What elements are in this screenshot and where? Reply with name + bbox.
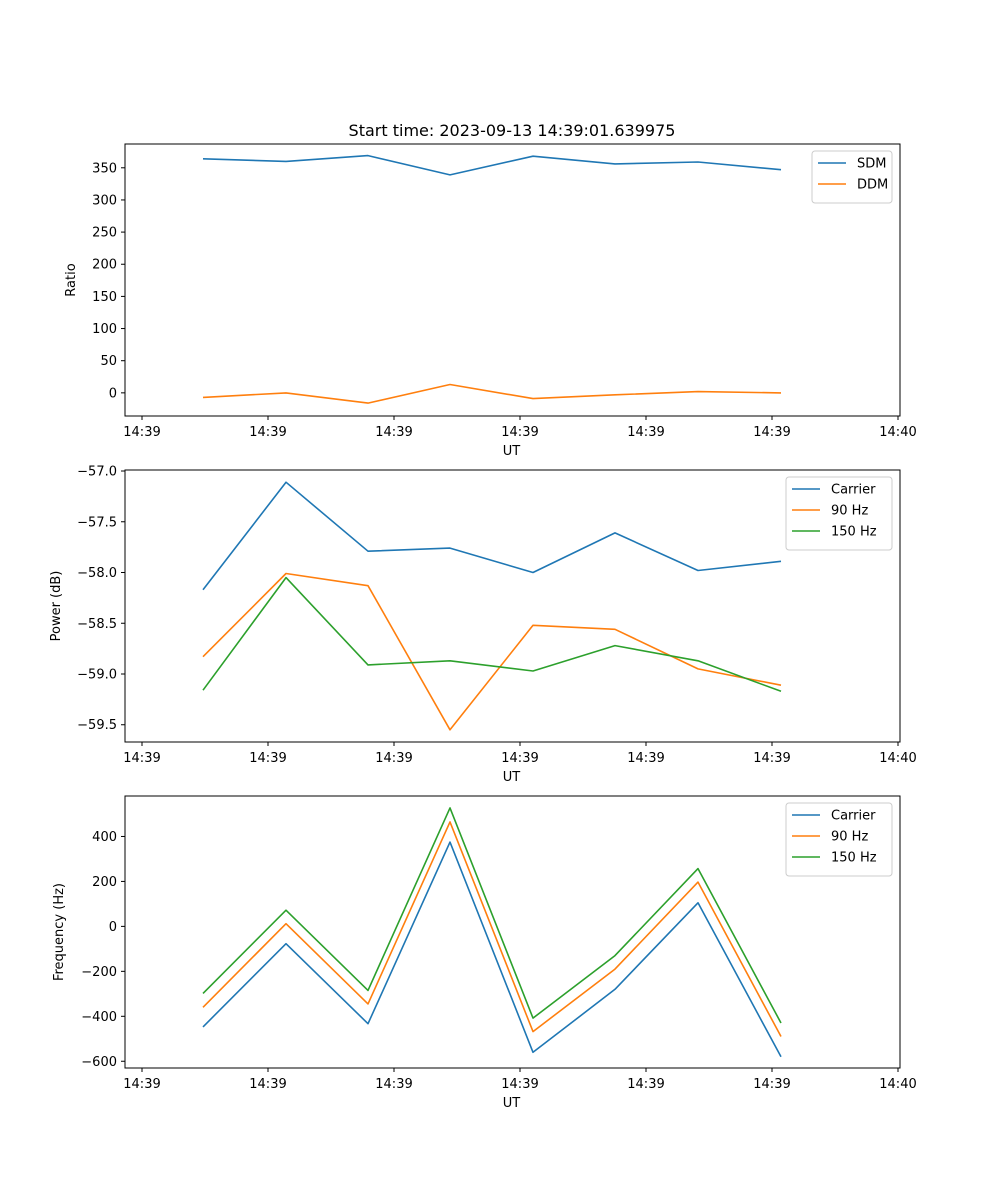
panel-3: −600 −400 −200 0 200 400 14:39 14:39 14:39 14:39 1… — [52, 795, 917, 1111]
x-tick-label: 14:39 — [123, 1077, 160, 1092]
y-tick-label: −57.5 — [77, 515, 117, 530]
panel-2: −59.5 −59.0 −58.5 −58.0 −57.5 −57.0 14:39 14:39… — [49, 465, 917, 785]
y-tick-label: 250 — [92, 226, 117, 241]
y-axis-label: Power (dB) — [49, 571, 64, 642]
x-tick-label: 14:39 — [753, 1077, 790, 1092]
x-tick-label: 14:39 — [753, 751, 790, 766]
legend-label: 150 Hz — [831, 851, 877, 866]
legend-label: DDM — [857, 178, 888, 193]
x-tick-label: 14:39 — [249, 751, 286, 766]
y-tick-label: 0 — [109, 386, 117, 401]
plot-frame — [124, 143, 901, 417]
y-tick-label: −59.5 — [77, 718, 117, 733]
y-tick-label: −58.0 — [77, 566, 117, 581]
x-tick-label: 14:39 — [375, 751, 412, 766]
figure-title: Start time: 2023-09-13 14:39:01.639975 — [349, 121, 676, 140]
x-tick-label: 14:40 — [879, 751, 916, 766]
x-tick-label: 14:39 — [501, 751, 538, 766]
y-tick-label: 0 — [109, 920, 117, 935]
x-axis-label: UT — [503, 1096, 521, 1111]
x-tick-label: 14:39 — [249, 1077, 286, 1092]
y-tick-label: −400 — [81, 1010, 117, 1025]
legend-label: SDM — [857, 157, 886, 172]
x-tick-label: 14:39 — [753, 425, 790, 440]
y-tick-label: 200 — [92, 875, 117, 890]
series-line-carrier — [202, 481, 782, 591]
y-axis-label: Ratio — [64, 263, 79, 296]
legend-label: Carrier — [831, 809, 876, 824]
x-tick-label: 14:39 — [501, 1077, 538, 1092]
x-tick-label: 14:39 — [123, 751, 160, 766]
y-tick-label: 350 — [92, 161, 117, 176]
y-tick-label: 50 — [100, 354, 117, 369]
y-tick-label: −58.5 — [77, 617, 117, 632]
y-tick-label: −59.0 — [77, 668, 117, 683]
legend: Carrier 90 Hz 150 Hz — [785, 476, 893, 551]
y-tick-label: 150 — [92, 290, 117, 305]
legend-label: 90 Hz — [831, 830, 868, 845]
legend-label: Carrier — [831, 483, 876, 498]
y-tick-label: 300 — [92, 193, 117, 208]
y-tick-label: 400 — [92, 830, 117, 845]
legend: Carrier 90 Hz 150 Hz — [785, 802, 893, 877]
y-tick-label: 200 — [92, 258, 117, 273]
legend-label: 90 Hz — [831, 504, 868, 519]
series-line-carrier — [202, 841, 782, 1058]
x-tick-label: 14:39 — [123, 425, 160, 440]
x-tick-label: 14:40 — [879, 425, 916, 440]
y-tick-label: −57.0 — [77, 465, 117, 480]
legend-box — [811, 150, 893, 204]
x-tick-label: 14:39 — [627, 425, 664, 440]
series-line-90-hz — [202, 572, 782, 731]
series-line-150-hz — [202, 576, 782, 693]
x-tick-label: 14:39 — [375, 425, 412, 440]
y-axis-label: Frequency (Hz) — [52, 883, 67, 981]
x-axis-label: UT — [503, 444, 521, 459]
x-tick-label: 14:39 — [249, 425, 286, 440]
y-tick-label: −600 — [81, 1055, 117, 1070]
series-line-ddm — [202, 383, 782, 404]
panel-1: 0 50 100 150 200 250 300 350 14:39 14:39 14:39 14:3… — [64, 143, 917, 459]
x-tick-label: 14:39 — [501, 425, 538, 440]
y-tick-label: 100 — [92, 322, 117, 337]
series-line-90-hz — [202, 821, 782, 1037]
series-line-sdm — [202, 154, 782, 176]
x-tick-label: 14:39 — [627, 1077, 664, 1092]
series-line-150-hz — [202, 807, 782, 1024]
y-tick-label: −200 — [81, 965, 117, 980]
legend-label: 150 Hz — [831, 525, 877, 540]
x-axis-label: UT — [503, 770, 521, 785]
x-tick-label: 14:39 — [627, 751, 664, 766]
plot-frame — [124, 469, 901, 743]
legend: SDM DDM — [811, 150, 893, 204]
x-tick-label: 14:39 — [375, 1077, 412, 1092]
plot-frame — [124, 795, 901, 1069]
x-tick-label: 14:40 — [879, 1077, 916, 1092]
